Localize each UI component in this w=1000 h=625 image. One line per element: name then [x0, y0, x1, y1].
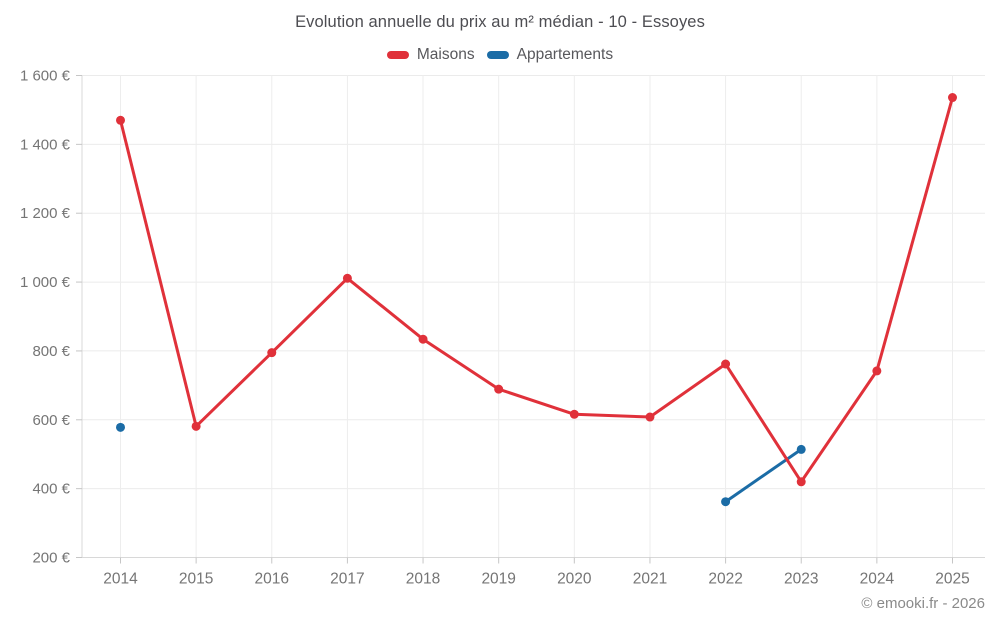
y-tick-label: 800 €	[32, 343, 70, 360]
chart-title: Evolution annuelle du prix au m² médian …	[295, 13, 705, 31]
data-point-maisons-2014[interactable]	[116, 115, 125, 125]
data-point-maisons-2023[interactable]	[796, 477, 806, 487]
y-tick-label: 600 €	[32, 412, 70, 429]
legend-swatch-appartements-icon	[486, 51, 509, 59]
legend-item-maisons[interactable]: Maisons	[386, 46, 475, 64]
series-line-maisons	[119, 96, 954, 484]
x-tick-label: 2019	[481, 571, 515, 588]
data-point-appartements-2023[interactable]	[796, 444, 806, 454]
data-point-maisons-2015[interactable]	[191, 421, 201, 431]
x-tick-label: 2017	[330, 571, 364, 588]
chart-legend: Maisons Appartements	[0, 46, 1000, 64]
data-point-maisons-2021[interactable]	[645, 412, 655, 422]
x-tick-label: 2022	[708, 571, 742, 588]
data-point-maisons-2019[interactable]	[494, 384, 504, 394]
copyright-credit: © emooki.fr - 2026	[861, 595, 985, 612]
y-tick-label: 1 400 €	[20, 136, 71, 153]
legend-swatch-maisons-icon	[386, 51, 409, 59]
x-tick-label: 2021	[633, 571, 667, 588]
x-tick-label: 2023	[784, 571, 818, 588]
data-point-maisons-2024[interactable]	[872, 366, 882, 376]
y-tick-label: 200 €	[32, 550, 70, 567]
data-point-appartements-2022[interactable]	[721, 497, 731, 507]
x-tick-label: 2014	[103, 571, 138, 588]
data-point-maisons-2016[interactable]	[267, 348, 277, 358]
x-tick-label: 2025	[935, 571, 969, 588]
data-point-maisons-2017[interactable]	[342, 273, 352, 283]
legend-label-maisons: Maisons	[416, 46, 475, 63]
series-line-appartements	[724, 447, 803, 504]
data-point-appartements-2014[interactable]	[116, 422, 125, 432]
y-tick-label: 400 €	[32, 481, 70, 498]
y-tick-label: 1 200 €	[20, 205, 71, 222]
x-tick-label: 2020	[557, 571, 592, 588]
x-tick-label: 2024	[860, 571, 895, 588]
data-point-maisons-2022[interactable]	[721, 359, 731, 369]
data-point-maisons-2020[interactable]	[569, 409, 579, 419]
legend-item-appartements[interactable]: Appartements	[486, 46, 614, 64]
x-tick-label: 2015	[179, 571, 213, 588]
y-tick-label: 1 000 €	[20, 274, 71, 291]
x-tick-label: 2016	[255, 571, 289, 588]
y-tick-label: 1 600 €	[20, 68, 71, 85]
legend-label-appartements: Appartements	[516, 46, 614, 63]
data-point-maisons-2018[interactable]	[418, 334, 428, 344]
x-tick-label: 2018	[406, 571, 440, 588]
data-point-maisons-2025[interactable]	[947, 93, 957, 103]
